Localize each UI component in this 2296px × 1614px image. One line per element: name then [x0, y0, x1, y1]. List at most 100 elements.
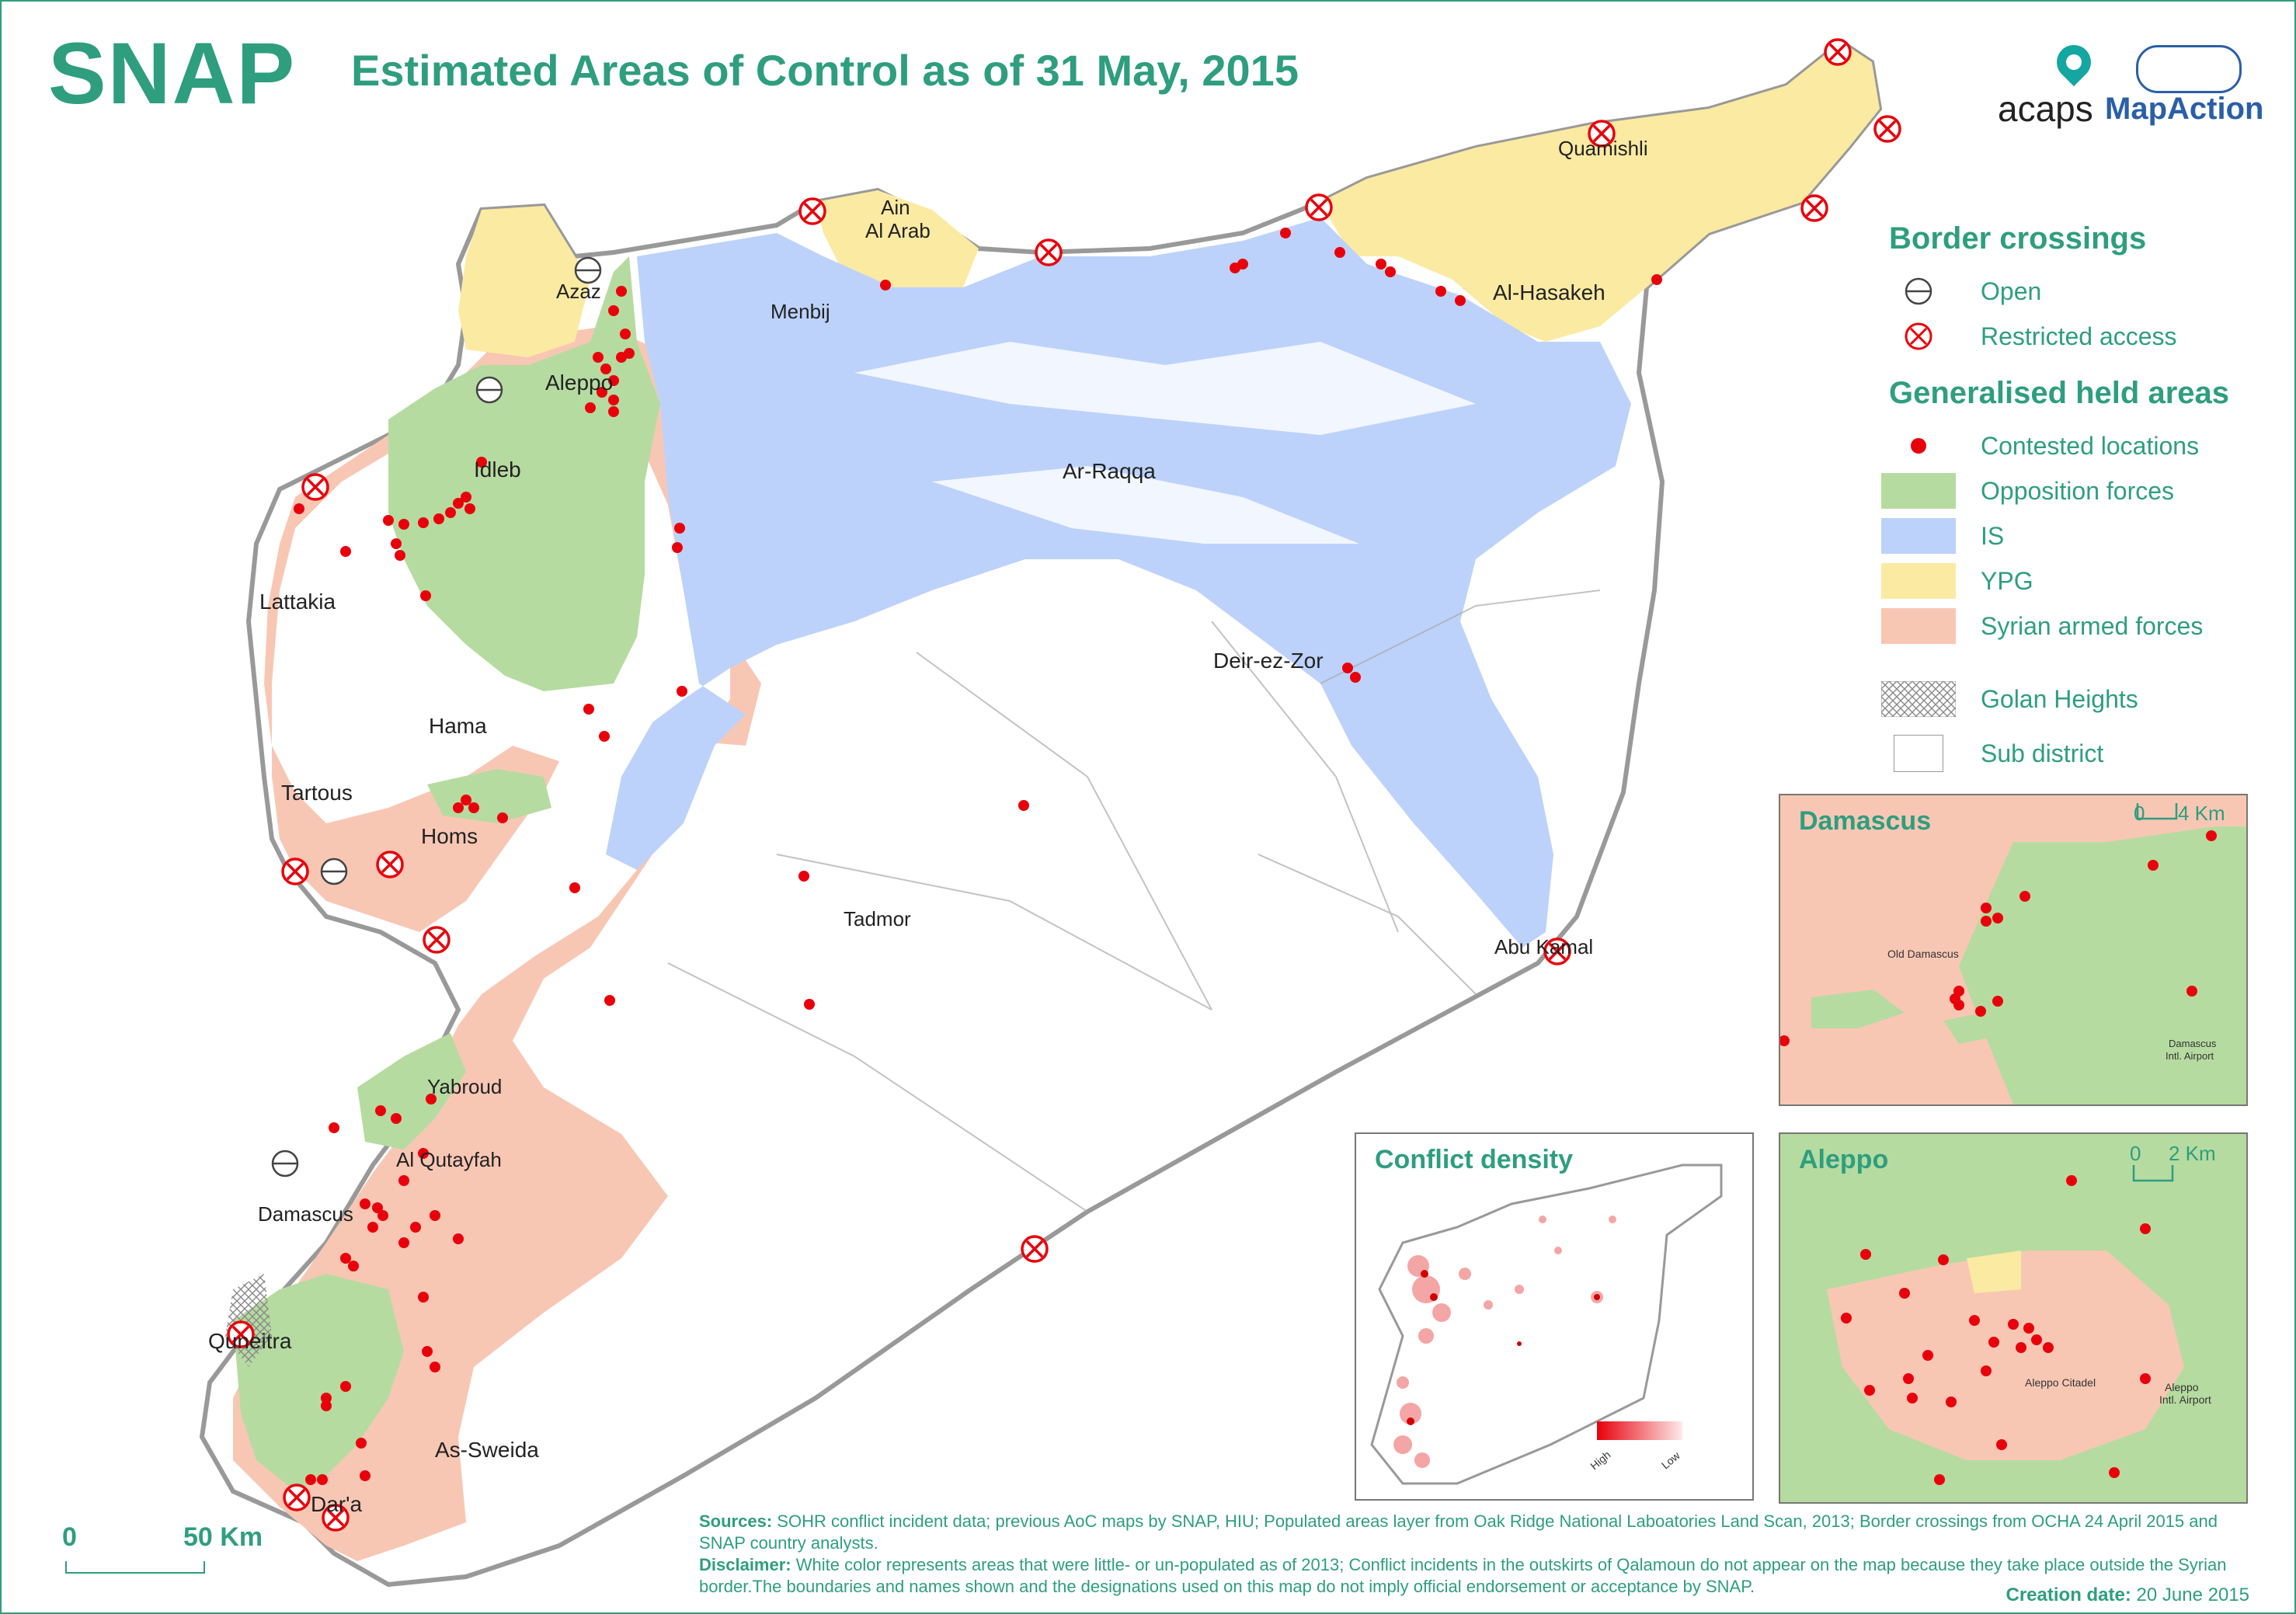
sources-text: SOHR conflict incident data; previous Ao…: [699, 1511, 2218, 1553]
footer-sources: Sources: SOHR conflict incident data; pr…: [699, 1511, 2245, 1554]
creation-label: Creation date:: [2006, 1584, 2131, 1605]
contested-dot: [395, 550, 405, 561]
restricted-crossing-icon: [423, 926, 451, 954]
city-label-tartous: Tartous: [281, 781, 353, 805]
open-crossing-icon: [320, 857, 348, 885]
contested-dot: [583, 704, 594, 715]
legend-saf: Syrian armed forces: [1880, 604, 2253, 649]
legend-opposition-label: Opposition forces: [1981, 476, 2175, 505]
contested-dot: [391, 538, 402, 549]
inset-conflict-density[interactable]: Conflict density High Low: [1355, 1132, 1754, 1501]
footer-disclaimer: Disclaimer: White color represents areas…: [699, 1554, 2245, 1598]
contested-dot: [600, 363, 611, 374]
contested-dot: [430, 1210, 440, 1221]
legend-subdistrict: Sub district: [1880, 731, 2253, 776]
inset-damascus-airport-1: Damascus: [2169, 1038, 2217, 1049]
city-label-assweida: As-Sweida: [435, 1438, 539, 1462]
restricted-crossing-icon: [376, 850, 404, 878]
contested-dot: [418, 517, 429, 528]
contested-dot: [383, 515, 394, 526]
contested-dot: [356, 1438, 367, 1449]
contested-dot: [420, 590, 431, 601]
contested-dot: [294, 503, 304, 514]
restricted-crossing-icon: [1543, 937, 1571, 965]
contested-dot: [1342, 663, 1353, 673]
contested-dot: [372, 1202, 383, 1213]
contested-dot: [1280, 228, 1291, 238]
city-label-raqqa: Ar-Raqqa: [1063, 459, 1156, 483]
contested-dot: [672, 542, 683, 553]
legend: Border crossings Open Restricted access …: [1880, 221, 2253, 776]
contested-dot: [398, 1175, 409, 1186]
restricted-crossing-icon: [1873, 115, 1901, 143]
contested-dot: [1376, 259, 1386, 270]
legend-open: Open: [1880, 269, 2253, 314]
inset-aleppo-scale-0: 0: [2130, 1142, 2141, 1165]
open-crossing-icon: [271, 1150, 299, 1177]
legend-golan: Golan Heights: [1880, 677, 2253, 722]
contested-dot: [620, 329, 631, 339]
contested-dot: [453, 498, 464, 509]
legend-opposition: Opposition forces: [1880, 468, 2253, 513]
contested-dot: [317, 1474, 328, 1485]
restricted-crossing-icon: [322, 1504, 350, 1532]
disclaimer-label: Disclaimer:: [699, 1555, 791, 1574]
legend-is-label: IS: [1981, 521, 2005, 550]
disclaimer-text: White color represents areas that were l…: [699, 1555, 2227, 1596]
contested-dot: [880, 280, 891, 290]
city-label-lattakia: Lattakia: [259, 590, 336, 614]
city-label-alarab: Al Arab: [865, 219, 931, 242]
contested-dot: [476, 457, 487, 468]
restricted-crossing-icon: [798, 197, 826, 225]
inset-aleppo-map: [1780, 1134, 2246, 1502]
contested-dot: [608, 305, 619, 316]
contested-dot: [422, 1346, 433, 1357]
restricted-crossing-icon: [281, 857, 309, 885]
contested-dot: [464, 503, 475, 514]
contested-dot: [375, 1105, 386, 1116]
legend-border-title: Border crossings: [1889, 221, 2147, 256]
restricted-crossings: [227, 38, 1901, 1532]
city-label-hasakeh: Al-Hasakeh: [1493, 280, 1605, 304]
contested-dot: [1350, 672, 1361, 683]
contested-dot: [1334, 247, 1345, 258]
contested-dot: [1455, 295, 1466, 306]
subdistrict-lines: [667, 590, 1601, 1212]
contested-dot: [585, 402, 596, 413]
contested-dot: [1385, 266, 1396, 277]
contested-dot: [398, 519, 409, 530]
inset-damascus-map: [1780, 795, 2246, 1104]
restricted-crossing-icon: [1035, 238, 1063, 266]
golan-hatch-swatch: [1881, 681, 1956, 717]
contested-dot: [674, 523, 685, 534]
contested-dot: [804, 999, 815, 1010]
inset-damascus-title: Damascus: [1799, 806, 1932, 836]
contested-dot: [1237, 259, 1248, 270]
mapaction-logo-text: MapAction: [2105, 92, 2264, 126]
contested-dot: [1018, 800, 1029, 811]
inset-aleppo[interactable]: Aleppo 0 2 Km Aleppo Citadel Aleppo Intl…: [1779, 1132, 2248, 1504]
inset-damascus[interactable]: Damascus 0 4 Km Old Damascus Damascus In…: [1779, 794, 2248, 1106]
open-crossing-icon: [574, 256, 602, 284]
city-label-alqutayfah: Al Qutayfah: [396, 1148, 502, 1171]
contested-dot: [624, 348, 635, 359]
footer-notes: Sources: SOHR conflict incident data; pr…: [699, 1511, 2245, 1598]
ypg-area-jazira: [1320, 47, 1880, 342]
contested-locations: [294, 228, 1662, 1485]
contested-dot: [321, 1400, 332, 1411]
density-gradient: [1597, 1421, 1682, 1440]
legend-held-title: Generalised held areas: [1889, 376, 2230, 410]
restricted-crossing-icon: [1905, 322, 1932, 350]
contested-dot: [608, 395, 619, 405]
legend-is: IS: [1880, 513, 2253, 558]
ypg-area-afrin: [458, 206, 590, 357]
city-label-hama: Hama: [429, 714, 487, 738]
partner-logos: acaps MapAction: [1988, 37, 2263, 130]
map-title: Estimated Areas of Control as of 31 May,…: [351, 46, 1299, 95]
inset-aleppo-airport-1: Aleppo: [2165, 1381, 2199, 1393]
restricted-crossing-icon: [1588, 120, 1616, 148]
city-label-qamishli: Quamishli: [1558, 137, 1648, 160]
open-crossings: [271, 256, 602, 1177]
ypg-area-kobani: [816, 190, 979, 287]
